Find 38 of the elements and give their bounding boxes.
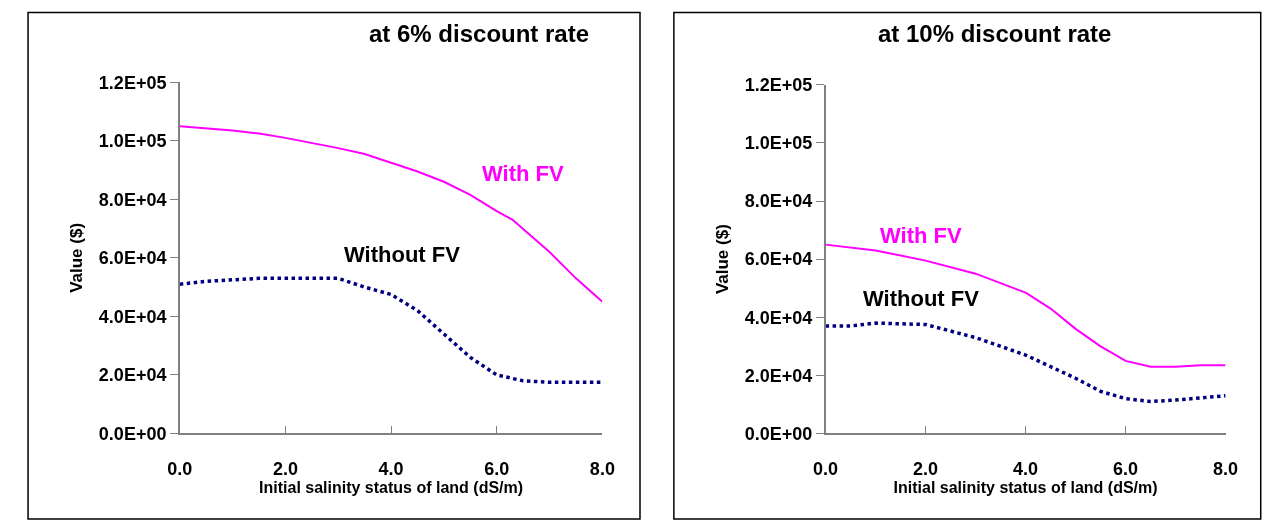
line-series (825, 243, 1226, 368)
y-axis-title: Value ($) (712, 224, 732, 295)
y-tick-label: 4.0E+04 (744, 307, 813, 328)
y-tick-label: 1.0E+05 (744, 133, 813, 154)
y-tick-label: 0.0E+00 (744, 423, 813, 444)
x-tick-label: 2.0 (913, 458, 939, 479)
x-tick-label: 8.0 (589, 458, 615, 479)
series-label: Without FV (344, 242, 461, 267)
y-tick-label: 6.0E+04 (744, 249, 813, 270)
y-tick-label: 2.0E+04 (98, 365, 167, 386)
y-tick-label: 1.2E+05 (744, 75, 813, 96)
x-tick-label: 6.0 (1113, 458, 1139, 479)
y-tick-label: 2.0E+04 (744, 365, 813, 386)
y-tick-label: 4.0E+04 (98, 306, 167, 327)
x-axis-title: Initial salinity status of land (dS/m) (893, 478, 1158, 496)
y-tick-label: 1.2E+05 (98, 72, 167, 93)
line-series (179, 125, 603, 303)
x-tick-label: 6.0 (484, 458, 510, 479)
x-tick-label: 0.0 (167, 458, 193, 479)
line-series (179, 276, 603, 385)
chart-title: at 10% discount rate (878, 20, 1112, 47)
y-tick-label: 1.0E+05 (98, 131, 167, 152)
series-label: With FV (880, 223, 962, 248)
x-tick-label: 8.0 (1213, 458, 1239, 479)
x-tick-label: 2.0 (272, 458, 298, 479)
x-tick-label: 4.0 (378, 458, 404, 479)
x-tick-label: 4.0 (1013, 458, 1039, 479)
y-tick-label: 8.0E+04 (744, 191, 813, 212)
y-tick-label: 6.0E+04 (98, 248, 167, 269)
chart-title: at 6% discount rate (369, 20, 590, 47)
x-axis-title: Initial salinity status of land (dS/m) (259, 478, 524, 496)
y-tick-label: 0.0E+00 (98, 423, 167, 444)
series-label: With FV (482, 161, 564, 186)
line-series (825, 321, 1226, 404)
series-label: Without FV (863, 286, 980, 311)
x-tick-label: 0.0 (813, 458, 839, 479)
y-axis-title: Value ($) (66, 222, 86, 293)
y-tick-label: 8.0E+04 (98, 189, 167, 210)
